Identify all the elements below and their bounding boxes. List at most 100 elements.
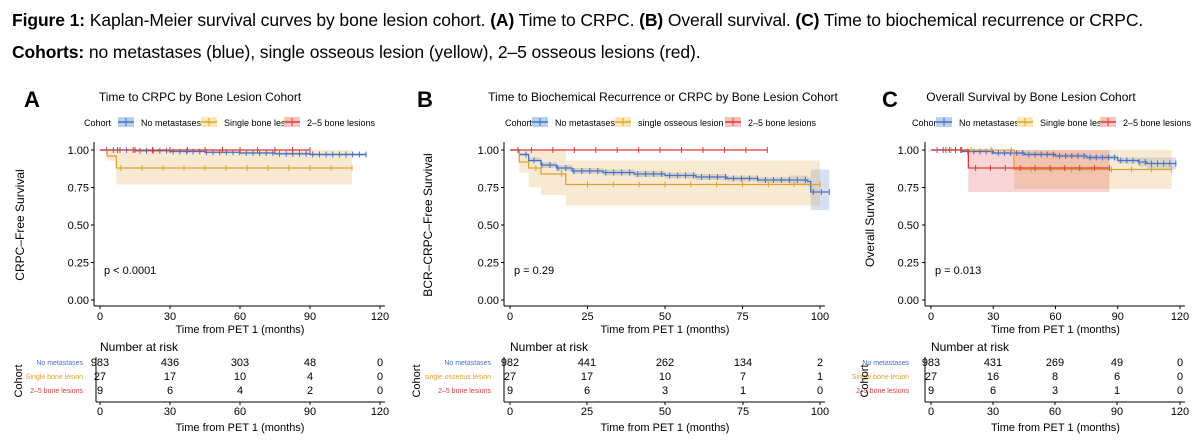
risk-value: 0: [377, 357, 383, 369]
risk-value: 441: [578, 357, 596, 369]
y-tick-label: 1.00: [68, 145, 89, 157]
risk-x-tick-label: 120: [371, 406, 389, 418]
risk-value: 269: [1046, 357, 1064, 369]
risk-row-name: No metastases: [36, 360, 83, 367]
caption-panel-b-text: Overall survival.: [663, 10, 796, 30]
risk-x-tick-label: 0: [928, 406, 934, 418]
x-tick-label: 120: [1171, 311, 1189, 323]
risk-x-axis-label: Time from PET 1 (months): [601, 422, 730, 434]
y-axis-label: CRPC–Free Survival: [13, 169, 27, 280]
risk-value: 27: [94, 371, 106, 383]
cohorts-label: Cohorts:: [12, 42, 85, 62]
caption-panel-a-text: Time to CRPC.: [514, 10, 640, 30]
risk-table-title: Number at risk: [100, 340, 179, 354]
caption-text: Kaplan-Meier survival curves by bone les…: [85, 10, 491, 30]
risk-value: 16: [987, 371, 999, 383]
y-tick-label: 1.00: [478, 145, 499, 157]
risk-value: 6: [1114, 371, 1120, 383]
x-tick-label: 0: [928, 311, 934, 323]
risk-value: 1: [1114, 385, 1120, 397]
y-tick-label: 0.25: [898, 258, 919, 270]
p-value: p = 0.013: [935, 265, 981, 277]
risk-value: 9: [97, 385, 103, 397]
risk-row-name: single osseous lesion: [424, 374, 491, 381]
y-tick-label: 0.75: [68, 183, 89, 195]
risk-x-axis-label: Time from PET 1 (months): [991, 422, 1120, 434]
risk-value: 262: [656, 357, 674, 369]
risk-x-tick-label: 75: [737, 406, 749, 418]
risk-row-name: No metastases: [862, 360, 909, 367]
risk-value: 2: [307, 385, 313, 397]
risk-value: 6: [584, 385, 590, 397]
panel-c: C Overall Survival by Bone Lesion Cohort C…: [852, 87, 1192, 434]
x-tick-label: 90: [1112, 311, 1124, 323]
x-tick-label: 30: [164, 311, 176, 323]
risk-row-name: Single bone lesion: [26, 374, 83, 381]
x-tick-label: 50: [659, 311, 671, 323]
risk-x-tick-label: 25: [581, 406, 593, 418]
risk-value: 17: [581, 371, 593, 383]
survival-curve-red: [931, 149, 1110, 169]
risk-x-tick-label: 0: [507, 406, 513, 418]
risk-value: 1: [740, 385, 746, 397]
risk-value: 1: [817, 371, 823, 383]
risk-x-tick-label: 30: [164, 406, 176, 418]
risk-value: 983: [91, 357, 109, 369]
risk-x-tick-label: 90: [304, 406, 316, 418]
risk-table-ylabel: Cohort: [13, 364, 25, 397]
risk-value: 303: [231, 357, 249, 369]
risk-x-axis-label: Time from PET 1 (months): [176, 422, 305, 434]
legend-title: Cohort: [912, 118, 940, 128]
risk-value: 0: [1177, 371, 1183, 383]
risk-value: 10: [659, 371, 671, 383]
y-tick-label: 0.50: [898, 220, 919, 232]
survival-curve-yellow: [931, 149, 1172, 171]
risk-value: 0: [817, 385, 823, 397]
x-tick-label: 30: [987, 311, 999, 323]
risk-value: 3: [662, 385, 668, 397]
panel-letter: B: [417, 87, 433, 112]
panel-title: Time to CRPC by Bone Lesion Cohort: [99, 90, 302, 104]
y-tick-label: 0.25: [478, 258, 499, 270]
risk-value: 9: [507, 385, 513, 397]
risk-row-name: 2–5 bone lesions: [30, 388, 83, 395]
caption-panel-a-tag: (A): [490, 10, 515, 30]
y-tick-label: 0.75: [898, 183, 919, 195]
figure-caption-line-1: Figure 1: Kaplan-Meier survival curves b…: [12, 10, 1143, 31]
risk-row-name: 2–5 bone lesions: [438, 388, 491, 395]
legend-label: No metastases: [141, 118, 202, 128]
risk-value: 3: [1052, 385, 1058, 397]
risk-x-tick-label: 60: [234, 406, 246, 418]
panel-title: Time to Biochemical Recurrence or CRPC b…: [488, 90, 838, 104]
panel-b: B Time to Biochemical Recurrence or CRPC …: [411, 87, 839, 434]
figure-label: Figure 1:: [12, 10, 85, 30]
x-axis-label: Time from PET 1 (months): [601, 324, 730, 336]
risk-table-title: Number at risk: [510, 340, 589, 354]
caption-panel-c-tag: (C): [795, 10, 820, 30]
risk-value: 49: [1111, 357, 1123, 369]
y-tick-label: 0.00: [898, 295, 919, 307]
legend-title: Cohort: [84, 118, 112, 128]
risk-value: 983: [922, 357, 940, 369]
x-tick-label: 60: [1049, 311, 1061, 323]
panel-a: A Time to CRPC by Bone Lesion Cohort Cohor…: [13, 87, 389, 434]
risk-value: 10: [234, 371, 246, 383]
legend-label: single osseous lesion: [638, 118, 724, 128]
risk-row-name: No metastases: [444, 360, 491, 367]
x-tick-label: 90: [304, 311, 316, 323]
x-tick-label: 75: [736, 311, 748, 323]
legend-label: No metastases: [555, 118, 616, 128]
risk-value: 6: [990, 385, 996, 397]
x-tick-label: 25: [581, 311, 593, 323]
risk-x-tick-label: 100: [811, 406, 829, 418]
y-tick-label: 0.00: [478, 295, 499, 307]
p-value: p = 0.29: [514, 265, 554, 277]
risk-value: 27: [504, 371, 516, 383]
x-axis-label: Time from PET 1 (months): [176, 324, 305, 336]
x-tick-label: 120: [371, 311, 389, 323]
y-tick-label: 1.00: [898, 145, 919, 157]
y-tick-label: 0.00: [68, 295, 89, 307]
y-tick-label: 0.25: [68, 258, 89, 270]
risk-value: 7: [740, 371, 746, 383]
